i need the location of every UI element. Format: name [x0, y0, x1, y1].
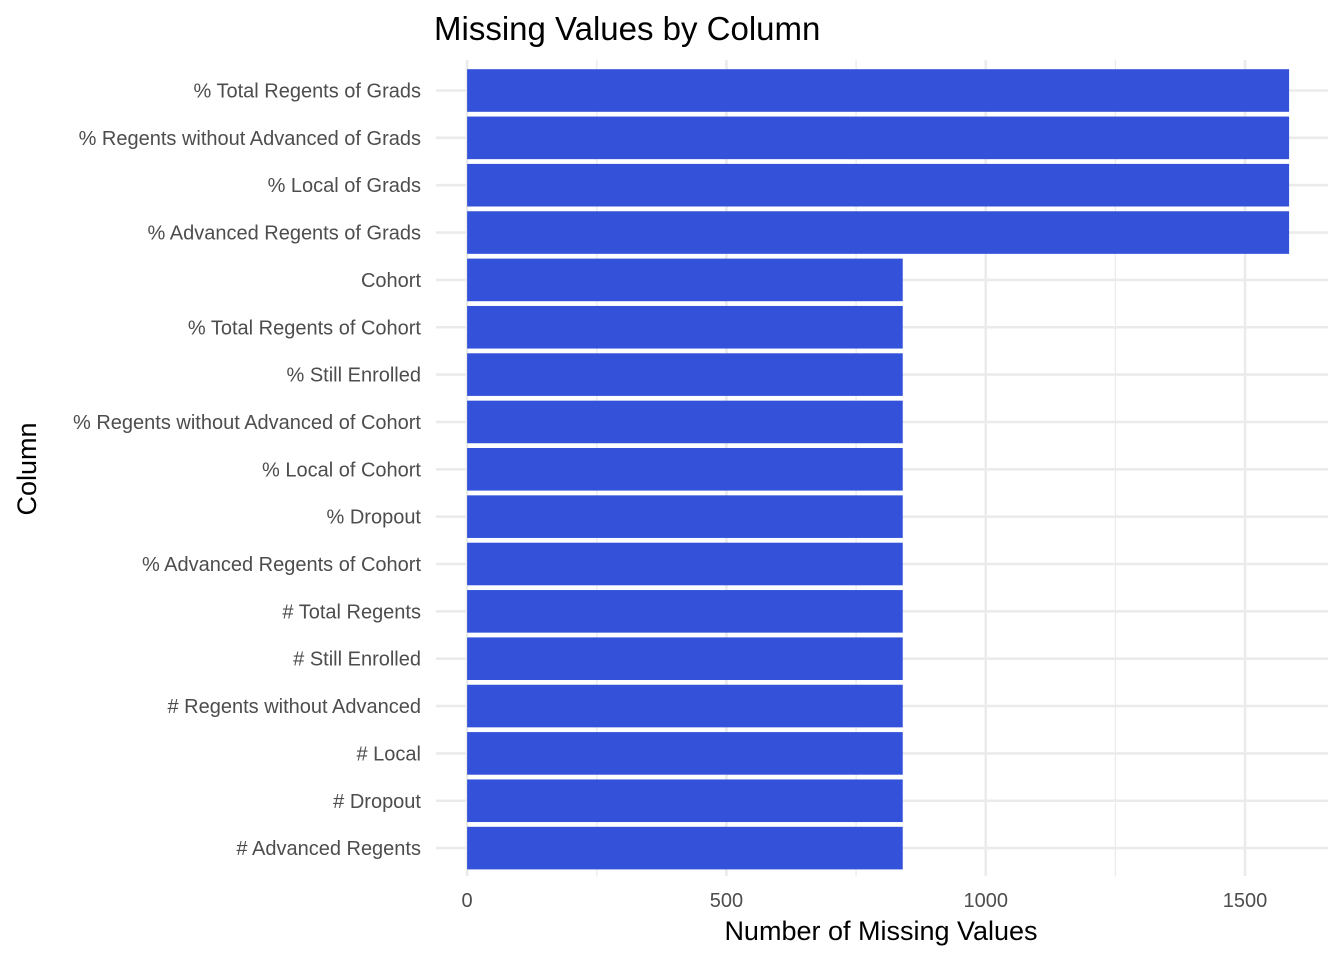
y-tick-label: # Still Enrolled [293, 649, 421, 671]
x-tick-label: 1000 [963, 890, 1008, 912]
y-tick-label: % Total Regents of Cohort [188, 317, 422, 339]
bars [467, 69, 1290, 870]
y-tick-labels: % Total Regents of Grads % Regents withou… [73, 81, 421, 861]
bar [467, 637, 903, 680]
x-tick-label: 1500 [1223, 890, 1268, 912]
bar [467, 684, 903, 728]
x-tick-label: 0 [462, 890, 473, 912]
bar [467, 305, 903, 349]
y-tick-label: # Dropout [333, 791, 421, 813]
x-tick-labels: 0 500 1000 1500 [462, 890, 1268, 912]
y-tick-label: Cohort [361, 270, 421, 292]
bar [467, 826, 903, 870]
bar [467, 590, 903, 633]
chart-title: Missing Values by Column [434, 10, 820, 47]
y-tick-label: % Local of Grads [268, 175, 421, 197]
y-tick-label: % Regents without Advanced of Grads [79, 128, 421, 150]
bar [467, 69, 1290, 112]
y-tick-label: % Advanced Regents of Cohort [142, 554, 422, 576]
bar [467, 211, 1290, 254]
bar [467, 448, 903, 491]
bar [467, 495, 903, 538]
y-tick-label: % Advanced Regents of Grads [148, 223, 422, 245]
bar [467, 353, 903, 396]
bar [467, 163, 1290, 207]
bar [467, 732, 903, 775]
y-tick-label: % Dropout [327, 507, 422, 529]
y-axis-title: Column [12, 422, 42, 515]
bar [467, 400, 903, 444]
x-tick-label: 500 [710, 890, 743, 912]
x-axis-title: Number of Missing Values [724, 916, 1037, 946]
bar [467, 542, 903, 586]
y-tick-label: % Regents without Advanced of Cohort [73, 412, 421, 434]
y-tick-label: # Regents without Advanced [167, 696, 421, 718]
bar [467, 779, 903, 823]
y-tick-label: # Advanced Regents [236, 838, 421, 860]
y-tick-label: # Total Regents [282, 601, 421, 623]
y-tick-label: % Still Enrolled [286, 365, 421, 387]
y-tick-label: # Local [357, 743, 422, 765]
bar [467, 116, 1290, 160]
y-tick-label: % Local of Cohort [262, 459, 421, 481]
y-tick-label: % Total Regents of Grads [193, 81, 421, 103]
bar [467, 258, 903, 302]
